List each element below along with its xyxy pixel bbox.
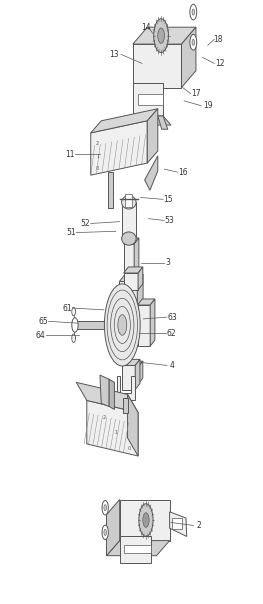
Circle shape — [72, 318, 78, 332]
Polygon shape — [138, 94, 163, 105]
Polygon shape — [170, 512, 187, 536]
Ellipse shape — [122, 196, 136, 209]
Polygon shape — [145, 156, 158, 190]
Text: 0: 0 — [127, 446, 130, 451]
Circle shape — [104, 284, 140, 366]
Polygon shape — [117, 376, 135, 400]
Circle shape — [154, 19, 168, 53]
Text: 14: 14 — [141, 23, 151, 31]
Ellipse shape — [122, 232, 136, 245]
Text: 3: 3 — [166, 259, 171, 267]
Polygon shape — [158, 116, 168, 129]
Polygon shape — [124, 267, 143, 273]
Text: 1: 1 — [96, 153, 99, 159]
Polygon shape — [128, 394, 138, 456]
Text: 2: 2 — [96, 141, 99, 146]
Bar — [125, 194, 133, 207]
Polygon shape — [133, 83, 163, 116]
Text: 13: 13 — [110, 50, 119, 59]
Circle shape — [139, 504, 153, 536]
Polygon shape — [150, 299, 155, 346]
Circle shape — [72, 334, 75, 342]
Circle shape — [190, 4, 197, 20]
Polygon shape — [138, 305, 150, 346]
Polygon shape — [107, 541, 170, 556]
Polygon shape — [120, 536, 151, 563]
Text: 62: 62 — [166, 329, 176, 338]
Text: 53: 53 — [165, 216, 175, 225]
Circle shape — [192, 9, 195, 15]
Text: 2: 2 — [103, 416, 106, 420]
Polygon shape — [124, 244, 134, 281]
Polygon shape — [91, 109, 158, 133]
Bar — [73, 321, 106, 329]
Text: 52: 52 — [81, 219, 90, 228]
Polygon shape — [91, 121, 147, 175]
Polygon shape — [135, 359, 140, 390]
Polygon shape — [87, 400, 138, 456]
Polygon shape — [100, 375, 109, 406]
Circle shape — [102, 501, 108, 515]
Polygon shape — [124, 273, 138, 290]
Polygon shape — [133, 27, 196, 44]
Polygon shape — [122, 365, 135, 390]
Polygon shape — [124, 361, 143, 367]
Text: 61: 61 — [62, 304, 72, 312]
Text: 65: 65 — [38, 317, 48, 326]
Polygon shape — [124, 238, 139, 244]
Circle shape — [143, 513, 149, 527]
Text: 2: 2 — [196, 521, 201, 530]
Circle shape — [72, 307, 75, 316]
Text: 4: 4 — [170, 361, 175, 370]
Polygon shape — [138, 361, 143, 384]
Bar — [172, 518, 182, 529]
Circle shape — [192, 39, 195, 45]
Polygon shape — [107, 500, 120, 556]
Text: 11: 11 — [65, 150, 74, 158]
Text: 63: 63 — [167, 313, 177, 321]
Polygon shape — [120, 500, 170, 541]
Text: 19: 19 — [203, 101, 213, 110]
Circle shape — [118, 315, 127, 335]
Polygon shape — [138, 267, 143, 290]
Circle shape — [102, 525, 108, 539]
Text: 64: 64 — [36, 331, 46, 339]
Bar — [108, 172, 113, 208]
Circle shape — [158, 28, 164, 43]
Polygon shape — [124, 367, 138, 384]
Text: 15: 15 — [164, 195, 173, 204]
Polygon shape — [133, 116, 171, 125]
Text: 16: 16 — [178, 168, 188, 176]
Text: 51: 51 — [66, 228, 76, 237]
Polygon shape — [133, 44, 181, 88]
Polygon shape — [119, 281, 137, 313]
Text: 12: 12 — [215, 59, 224, 68]
Polygon shape — [138, 299, 155, 305]
Polygon shape — [122, 359, 140, 365]
Polygon shape — [137, 274, 143, 313]
Polygon shape — [109, 379, 114, 410]
Polygon shape — [147, 109, 158, 163]
Polygon shape — [119, 274, 143, 281]
Text: 18: 18 — [214, 35, 223, 43]
Polygon shape — [76, 382, 138, 413]
Polygon shape — [134, 238, 139, 281]
Circle shape — [190, 34, 197, 50]
Bar — [123, 398, 128, 413]
Text: 0: 0 — [96, 166, 99, 172]
Text: 17: 17 — [191, 89, 201, 98]
Polygon shape — [181, 27, 196, 88]
Circle shape — [104, 505, 107, 511]
Polygon shape — [124, 545, 151, 553]
Circle shape — [104, 529, 107, 535]
Text: 1: 1 — [115, 431, 118, 435]
Polygon shape — [122, 202, 136, 239]
